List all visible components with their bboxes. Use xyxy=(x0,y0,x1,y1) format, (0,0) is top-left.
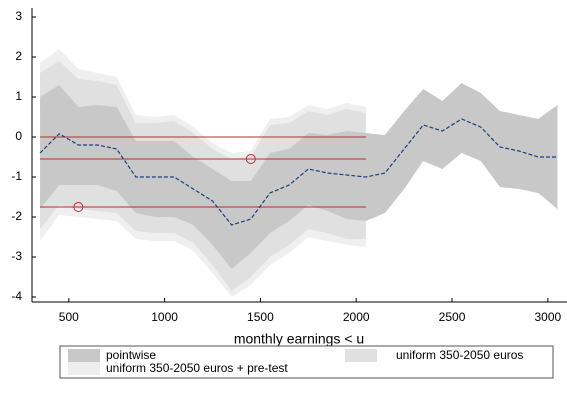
x-tick-label: 1000 xyxy=(151,310,178,324)
y-tick-label: 0 xyxy=(15,129,22,143)
y-tick-label: -2 xyxy=(11,209,22,223)
legend-label: uniform 350-2050 euros xyxy=(396,348,523,362)
point xyxy=(73,202,84,212)
legend-swatch xyxy=(345,349,377,362)
legend-entries: pointwise uniform 350-2050 euros uniform 3… xyxy=(68,348,523,375)
x-axis-label: monthly earnings < u xyxy=(234,331,364,347)
y-tick-label: -4 xyxy=(11,289,22,303)
legend-swatch xyxy=(68,349,100,362)
x-tick-label: 1500 xyxy=(247,310,274,324)
y-tick-label: 3 xyxy=(15,9,22,23)
plot-area: -4 -3 -2 -1 0 1 2 3 500 1000 1500 2000 2500 3000 xyxy=(11,8,567,324)
legend xyxy=(59,345,554,379)
x-tick-label: 3000 xyxy=(534,310,561,324)
y-tick-label: 1 xyxy=(15,89,22,103)
legend-label: pointwise xyxy=(106,348,156,362)
x-tick-label: 2000 xyxy=(343,310,370,324)
legend-label: uniform 350-2050 euros + pre-test xyxy=(106,361,288,375)
y-tick-label: 2 xyxy=(15,49,22,63)
y-tick-label: -1 xyxy=(11,169,22,183)
estimate-line xyxy=(39,118,558,226)
point xyxy=(245,154,256,164)
legend-swatch xyxy=(68,362,100,375)
confidence-band xyxy=(40,83,558,269)
y-tick-label: -3 xyxy=(11,249,22,263)
x-tick-label: 2500 xyxy=(439,310,466,324)
x-tick-label: 500 xyxy=(59,310,79,324)
